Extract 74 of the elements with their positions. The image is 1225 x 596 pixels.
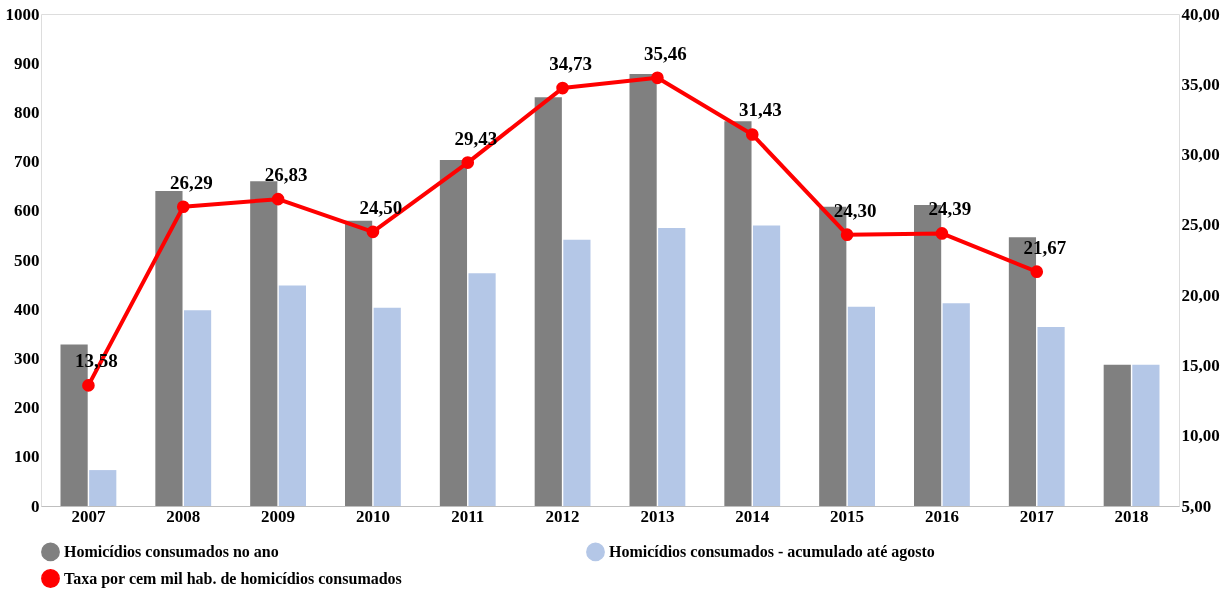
- bar: [1103, 364, 1131, 506]
- bar: [629, 74, 657, 506]
- point: [82, 379, 95, 392]
- x-tick-label: 2007: [71, 506, 106, 526]
- y2-tick-label: 20,00: [1181, 285, 1220, 305]
- x-tick-label: 2011: [451, 506, 485, 526]
- point: [745, 128, 759, 141]
- y-tick-label: 600: [14, 201, 40, 221]
- y-tick-label: 100: [14, 447, 40, 467]
- y2-tick-label: 10,00: [1181, 426, 1220, 446]
- x-tick-label: 2018: [1114, 506, 1149, 526]
- x-tick-label: 2008: [166, 506, 201, 526]
- y2-tick-label: 30,00: [1181, 145, 1220, 165]
- point: [461, 156, 475, 169]
- bar: [724, 121, 752, 506]
- data-label: 26,29: [169, 171, 213, 193]
- point: [840, 228, 854, 242]
- bar: [942, 303, 970, 506]
- y2-tick-label: 25,00: [1181, 215, 1220, 235]
- point: [651, 71, 664, 85]
- point: [366, 225, 380, 239]
- x-tick-label: 2010: [355, 506, 390, 526]
- data-label: 31,43: [738, 99, 782, 121]
- x-tick-label: 2014: [735, 506, 770, 526]
- y-tick-label: 900: [14, 53, 40, 73]
- legend-label: Homicídios consumados no ano: [64, 542, 279, 560]
- legend-label: Homicídios consumados - acumulado até agosto: [609, 542, 935, 561]
- bar: [373, 307, 401, 506]
- bar: [1132, 364, 1160, 506]
- data-label: 29,43: [454, 127, 498, 149]
- y-tick-label: 700: [14, 152, 40, 172]
- data-label: 21,67: [1023, 236, 1067, 258]
- data-label: 35,46: [644, 42, 687, 64]
- bar: [563, 239, 591, 506]
- point: [1030, 265, 1044, 278]
- y-tick-label: 300: [14, 348, 40, 368]
- point: [935, 227, 949, 240]
- x-tick-label: 2017: [1019, 506, 1055, 526]
- y-tick-label: 200: [14, 398, 40, 418]
- bar: [1037, 326, 1065, 506]
- legend-label: Taxa por cem mil hab. de homicídios consumados: [64, 569, 402, 588]
- x-tick-label: 2015: [830, 506, 865, 526]
- point: [271, 192, 285, 206]
- y-tick-label: 500: [14, 250, 40, 270]
- y-tick-label: 1000: [5, 4, 40, 24]
- y2-tick-label: 40,00: [1181, 4, 1220, 24]
- bar: [439, 160, 468, 506]
- data-label: 34,73: [549, 53, 592, 75]
- data-label: 26,83: [264, 164, 308, 186]
- x-tick-label: 2009: [261, 506, 296, 526]
- point: [176, 200, 190, 214]
- bar: [89, 470, 117, 506]
- x-tick-label: 2012: [545, 506, 580, 526]
- x-tick-label: 2013: [640, 506, 675, 526]
- bar: [278, 285, 306, 506]
- bar: [752, 225, 781, 506]
- y-tick-label: 0: [31, 496, 40, 516]
- y2-tick-label: 5,00: [1181, 496, 1212, 516]
- bar: [155, 191, 183, 506]
- bar: [534, 97, 562, 506]
- y-tick-label: 800: [14, 102, 40, 122]
- point: [556, 81, 569, 95]
- data-label: 24,39: [928, 198, 972, 220]
- y2-tick-label: 35,00: [1181, 74, 1220, 94]
- bar: [658, 228, 686, 506]
- bar: [345, 220, 373, 506]
- y2-tick-label: 15,00: [1181, 355, 1220, 375]
- data-label: 24,50: [359, 196, 403, 218]
- data-label: 24,30: [833, 199, 877, 221]
- bar: [468, 273, 496, 506]
- y-tick-label: 400: [14, 299, 40, 319]
- bar: [183, 310, 212, 506]
- bar: [847, 306, 875, 506]
- x-tick-label: 2016: [924, 506, 959, 526]
